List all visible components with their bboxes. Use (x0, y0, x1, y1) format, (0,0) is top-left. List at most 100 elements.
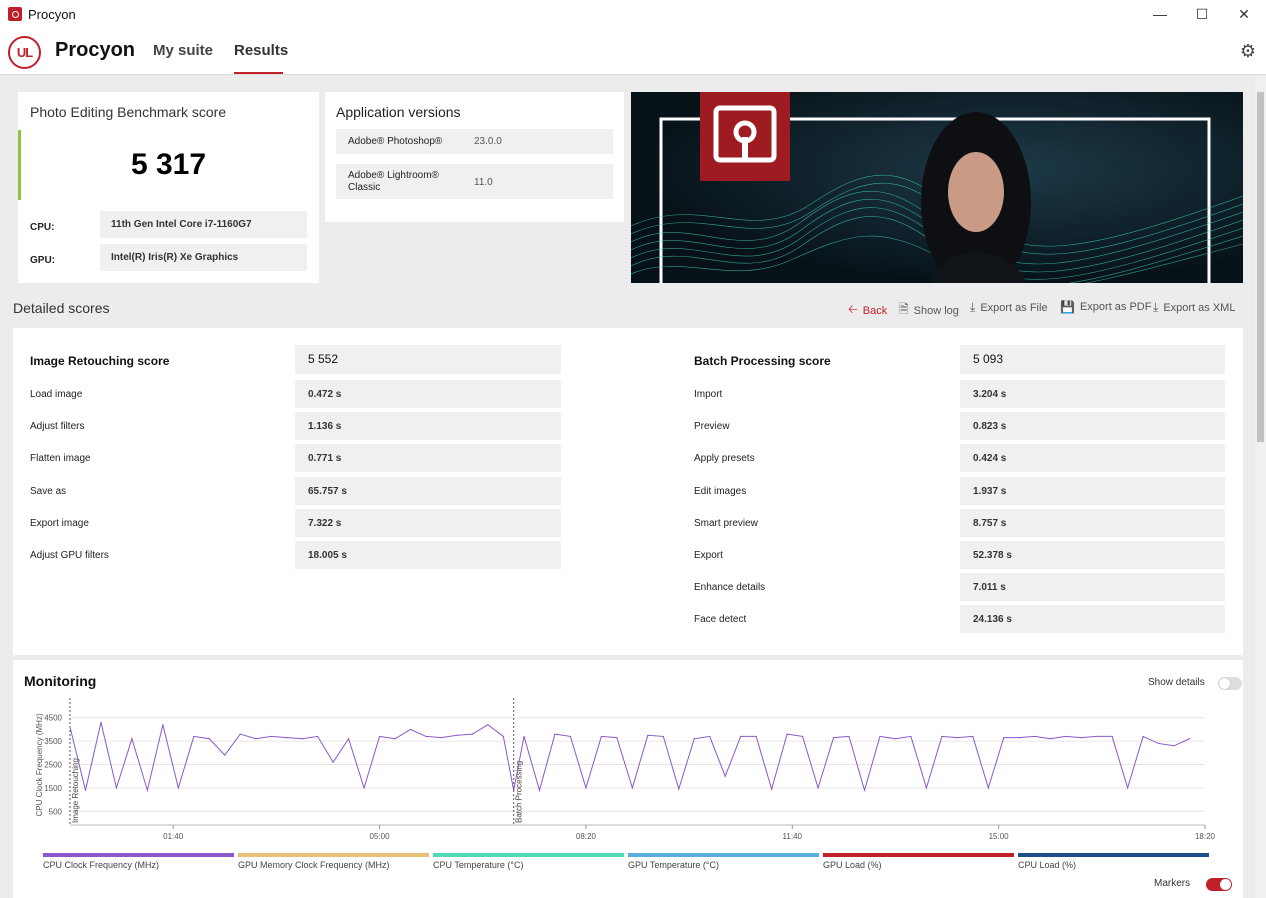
y-axis-label: CPU Clock Frequency (MHz) (35, 713, 44, 816)
overall-score: 5 317 (130, 148, 207, 181)
data-point (1003, 736, 1005, 739)
data-point (724, 775, 726, 777)
legend-swatch (628, 853, 819, 857)
data-point (286, 736, 288, 739)
markers-toggle[interactable] (1206, 878, 1232, 891)
legend-item[interactable]: GPU Memory Clock Frequency (MHz) (238, 853, 429, 870)
minimize-button[interactable]: — (1153, 6, 1167, 22)
y-tick-label: 4500 (44, 714, 62, 723)
score-row-label: Smart preview (694, 517, 758, 529)
data-point (832, 736, 835, 739)
data-point (523, 735, 525, 738)
score-row-label: Load image (30, 389, 83, 400)
y-tick-label: 2500 (44, 761, 62, 770)
data-point (972, 735, 974, 738)
data-point (1173, 745, 1175, 747)
data-point (647, 734, 649, 736)
score-row-label: Preview (694, 421, 730, 433)
download-icon: ⤓ (1153, 300, 1159, 314)
monitoring-title: Monitoring (24, 673, 97, 689)
score-row-value: 65.757 s (295, 476, 561, 505)
data-point (270, 735, 272, 738)
data-point (224, 754, 226, 756)
tab-results[interactable]: Results (234, 42, 289, 59)
application-versions-card: Application versions Adobe® Photoshop® 2… (325, 92, 624, 222)
data-point (925, 787, 928, 789)
image-retouching-score: 5 552 (295, 345, 561, 374)
close-button[interactable]: ✕ (1238, 5, 1250, 22)
back-button[interactable]: 🡠 Back (848, 300, 887, 321)
scrollbar-thumb[interactable] (1257, 92, 1264, 442)
tab-my-suite[interactable]: My suite (153, 42, 214, 59)
data-point (1157, 742, 1160, 745)
detailed-scores-card: Image Retouching score 5 552 Load image 0… (13, 328, 1243, 655)
show-log-button[interactable]: 🗎 Show log (899, 300, 959, 321)
data-point (538, 789, 541, 791)
data-point (771, 788, 773, 790)
show-details-toggle[interactable] (1218, 677, 1242, 690)
legend-swatch (823, 853, 1014, 857)
data-point (69, 726, 71, 728)
data-point (987, 787, 989, 789)
legend-item[interactable]: CPU Temperature (°C) (433, 853, 624, 870)
data-point (631, 787, 633, 789)
score-row-label: Adjust GPU filters (30, 550, 109, 561)
maximize-button[interactable]: ☐ (1195, 5, 1209, 22)
app-version: 23.0.0 (474, 136, 502, 147)
data-point (208, 738, 210, 740)
score-row-label: Export (694, 550, 723, 561)
benchmark-hero-image (631, 92, 1243, 283)
data-point (801, 735, 804, 738)
save-icon: 💾 (1060, 300, 1075, 314)
app-version: 11.0 (474, 177, 493, 188)
legend-label: GPU Memory Clock Frequency (MHz) (238, 860, 390, 870)
data-point (378, 735, 381, 738)
score-row-label: Flatten image (30, 453, 91, 465)
export-xml-button[interactable]: ⤓ Export as XML (1153, 300, 1235, 315)
data-point (502, 735, 504, 738)
score-row-label: Face detect (694, 614, 747, 626)
legend-swatch (1018, 853, 1209, 857)
export-file-button[interactable]: ⤓ Export as File (970, 300, 1048, 315)
app-name-line2: Classic (348, 182, 381, 193)
data-point (1034, 735, 1036, 738)
legend-label: GPU Load (%) (823, 860, 882, 870)
data-point (941, 735, 943, 738)
data-point (1188, 738, 1191, 740)
batch-processing-label: Batch Processing score (694, 354, 831, 368)
data-point (100, 721, 102, 723)
ul-logo: UL (8, 36, 41, 69)
document-icon: 🗎 (899, 302, 909, 316)
window-title: Procyon (28, 6, 76, 22)
score-row-label: Adjust filters (30, 421, 85, 433)
score-row-label: Apply presets (694, 453, 755, 465)
data-point (131, 738, 133, 740)
data-point (879, 735, 881, 738)
x-tick-label: 05:00 (370, 832, 391, 841)
data-point (1127, 787, 1129, 789)
back-label: Back (862, 304, 888, 317)
score-row-value: 8.757 s (960, 508, 1225, 537)
legend-item[interactable]: CPU Clock Frequency (MHz) (43, 853, 234, 870)
x-tick-label: 11:40 (783, 832, 803, 841)
phase-marker-label: Batch Processing (515, 761, 524, 823)
legend-item[interactable]: CPU Load (%) (1018, 853, 1209, 870)
legend-item[interactable]: GPU Load (%) (823, 853, 1014, 870)
data-point (678, 788, 680, 790)
legend-label: CPU Load (%) (1018, 860, 1077, 870)
score-row-value: 52.378 s (960, 541, 1225, 569)
data-point (1049, 738, 1051, 740)
export-xml-label: Export as XML (1163, 301, 1236, 314)
scrollbar[interactable] (1255, 75, 1266, 898)
app-versions-title: Application versions (336, 104, 461, 120)
legend-item[interactable]: GPU Temperature (°C) (628, 853, 819, 870)
x-tick-label: 15:00 (989, 832, 1010, 841)
data-point (693, 738, 695, 740)
export-pdf-button[interactable]: 💾 Export as PDF (1060, 300, 1151, 314)
gear-icon[interactable]: ⚙ (1239, 41, 1257, 61)
data-point (255, 738, 257, 740)
app-row-photoshop: Adobe® Photoshop® 23.0.0 (336, 129, 613, 154)
y-tick-label: 3500 (44, 737, 62, 746)
score-row-value: 0.771 s (295, 444, 561, 473)
legend-label: CPU Clock Frequency (MHz) (43, 860, 160, 870)
